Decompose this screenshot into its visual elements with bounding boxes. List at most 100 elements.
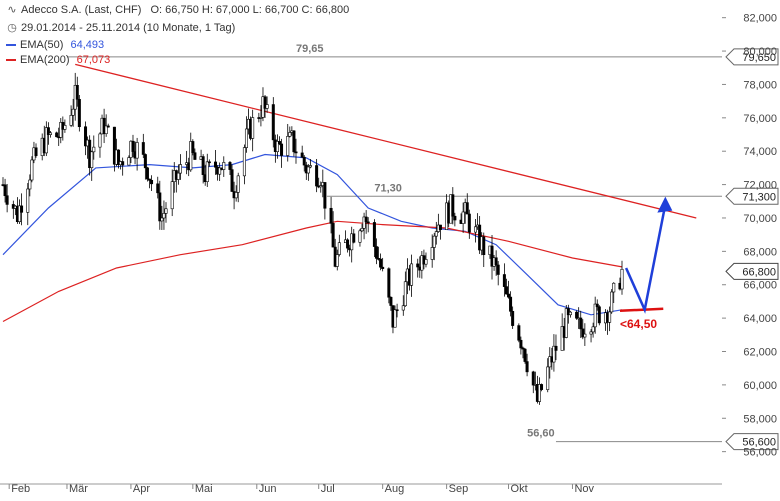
y-tick-label: 80,000 — [743, 46, 777, 58]
candle-body — [30, 159, 34, 181]
candle-body — [162, 213, 166, 219]
clock-icon: ◷ — [7, 22, 17, 34]
candle-body — [496, 264, 500, 275]
ema200-line — [2, 220, 623, 323]
candle-body — [517, 325, 521, 341]
candle-body — [34, 147, 38, 156]
level-axis-tag-text: 79,650 — [742, 52, 776, 64]
x-tick-label: Nov — [574, 483, 594, 495]
candle-body — [104, 125, 108, 135]
level-axis-tag-text: 71,300 — [742, 191, 776, 203]
candle-body — [564, 308, 568, 338]
ema200-label: EMA(200) — [20, 54, 70, 66]
candle-body — [465, 202, 469, 215]
candle-body — [280, 143, 284, 156]
candle-body — [389, 296, 393, 306]
candle-body — [46, 127, 50, 135]
candle-body — [610, 291, 614, 313]
candle-body — [48, 132, 52, 135]
candle-body — [84, 126, 88, 147]
candle-body — [26, 188, 30, 213]
candle-body — [595, 303, 599, 308]
candle-body — [127, 157, 131, 166]
candle-body — [55, 132, 59, 138]
candle-body — [494, 257, 498, 266]
candle-body — [374, 246, 378, 259]
candle-body — [597, 306, 601, 324]
candle-body — [71, 108, 75, 116]
y-tick-label: 68,000 — [743, 246, 777, 258]
candle-body — [164, 208, 168, 214]
candle-body — [214, 161, 218, 168]
candle-body — [294, 151, 298, 154]
x-tick-label: Okt — [511, 483, 528, 495]
y-tick-label: 56,000 — [743, 447, 777, 459]
y-tick-label: 66,000 — [743, 280, 777, 292]
candle-body — [150, 179, 154, 185]
candle-body — [575, 311, 579, 319]
candle-body — [222, 162, 226, 170]
candle-body — [143, 154, 147, 169]
candle-body — [20, 205, 24, 213]
candle-body — [612, 282, 616, 293]
candle-body — [620, 268, 624, 290]
candle-body — [147, 178, 151, 181]
y-tick-label: 70,000 — [743, 213, 777, 225]
candle-body — [379, 258, 383, 268]
candle-body — [579, 317, 583, 330]
candle-body — [593, 303, 597, 328]
candle-body — [189, 141, 193, 171]
level-label: 79,65 — [296, 43, 324, 55]
candle-body — [525, 361, 529, 373]
candle-body — [193, 152, 197, 160]
candle-body — [507, 293, 511, 298]
x-tick-label: Aug — [385, 483, 405, 495]
candle-body — [3, 184, 7, 197]
x-tick-label: Jun — [259, 483, 277, 495]
candle-body — [176, 172, 180, 180]
level-label: 56,60 — [527, 428, 555, 440]
support-label: <64,50 — [620, 317, 657, 331]
candle-body — [546, 366, 550, 390]
candle-body — [438, 224, 442, 230]
candle-body — [319, 185, 323, 188]
resistance-trendline — [75, 63, 697, 219]
candle-body — [410, 263, 414, 286]
candle-body — [552, 345, 556, 363]
candle-body — [145, 167, 149, 180]
candle-body — [160, 217, 164, 222]
level-axis-tag — [725, 433, 779, 451]
candle-body — [453, 215, 457, 221]
candle-body — [403, 281, 407, 307]
candle-body — [292, 130, 296, 153]
candle-body — [589, 331, 593, 335]
candle-body — [121, 161, 125, 166]
candle-body — [236, 175, 240, 193]
candle-body — [275, 141, 279, 153]
date-range-row: ◷ 29.01.2014 - 25.11.2014 (10 Monate, 1 T… — [6, 21, 235, 34]
candle-body — [523, 348, 527, 362]
candle-body — [511, 311, 515, 326]
candle-body — [251, 117, 255, 139]
candle-body — [28, 179, 32, 190]
candle-body — [566, 308, 570, 316]
x-tick-label: Mär — [69, 483, 88, 495]
candle-body — [430, 247, 434, 260]
projection-arrowhead — [657, 196, 673, 213]
candle-body — [77, 98, 81, 128]
y-tick-label: 64,000 — [743, 313, 777, 325]
projection-arrow — [624, 204, 667, 314]
ema50-swatch — [6, 44, 16, 47]
candle-body — [537, 384, 541, 402]
candle-body — [300, 152, 304, 158]
candle-body — [263, 96, 267, 109]
chart-type-icon: ∿ — [7, 4, 17, 16]
y-tick-label: 76,000 — [743, 113, 777, 125]
candle-body — [75, 84, 79, 100]
candle-body — [329, 207, 333, 224]
x-tick-label: Mai — [195, 483, 213, 495]
ema50-label: EMA(50) — [20, 39, 64, 51]
candle-body — [69, 115, 73, 126]
candle-body — [568, 311, 572, 316]
